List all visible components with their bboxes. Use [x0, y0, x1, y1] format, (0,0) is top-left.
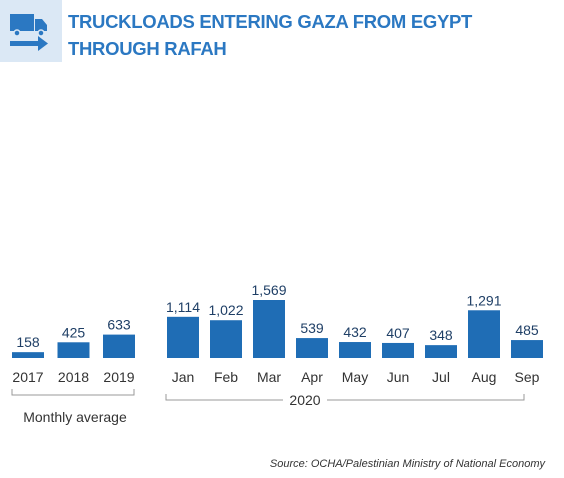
bar: [210, 320, 242, 358]
value-label: 539: [300, 320, 324, 336]
group-bracket: [11, 389, 135, 396]
x-tick-label: Feb: [214, 369, 238, 385]
source: Source: OCHA/Palestinian Ministry of Nat…: [270, 458, 547, 470]
x-tick-label: 2019: [103, 369, 134, 385]
bar: [382, 342, 414, 358]
x-tick-label: Jan: [172, 369, 195, 385]
x-tick-label: Apr: [301, 369, 323, 385]
value-label: 425: [62, 324, 86, 340]
value-label: 1,114: [166, 299, 200, 315]
bar: [296, 338, 328, 358]
bar: [425, 345, 457, 358]
x-tick-label: Jul: [432, 369, 450, 385]
group-label: Monthly average: [23, 409, 127, 425]
bar: [253, 300, 285, 358]
value-label: 432: [343, 324, 367, 340]
bar: [57, 342, 90, 358]
x-tick-label: Mar: [257, 369, 281, 385]
bar: [12, 352, 44, 358]
value-label: 407: [386, 325, 410, 341]
bar: [103, 334, 135, 358]
x-tick-label: Aug: [472, 369, 497, 385]
x-tick-label: 2017: [12, 369, 43, 385]
group-bracket: [165, 394, 525, 401]
x-tick-label: Sep: [515, 369, 540, 385]
value-label: 633: [107, 317, 131, 333]
icon-box: [0, 0, 62, 62]
value-label: 1,291: [466, 292, 501, 308]
truck-icon: [10, 14, 48, 51]
value-label: 485: [515, 322, 539, 338]
bar: [339, 342, 371, 358]
x-tick-label: May: [342, 369, 368, 385]
x-tick-label: Jun: [387, 369, 410, 385]
x-tick-label: 2018: [58, 369, 89, 385]
bar: [468, 310, 500, 358]
chart-title: TRUCKLOADS ENTERING GAZA FROM EGYPT THRO…: [68, 11, 473, 59]
group-label: 2020: [289, 392, 320, 408]
value-label: 158: [16, 334, 40, 350]
bar: [167, 316, 199, 358]
value-label: 348: [429, 327, 453, 343]
value-label: 1,022: [208, 302, 243, 318]
value-label: 1,569: [251, 282, 286, 298]
bar: [511, 340, 543, 358]
